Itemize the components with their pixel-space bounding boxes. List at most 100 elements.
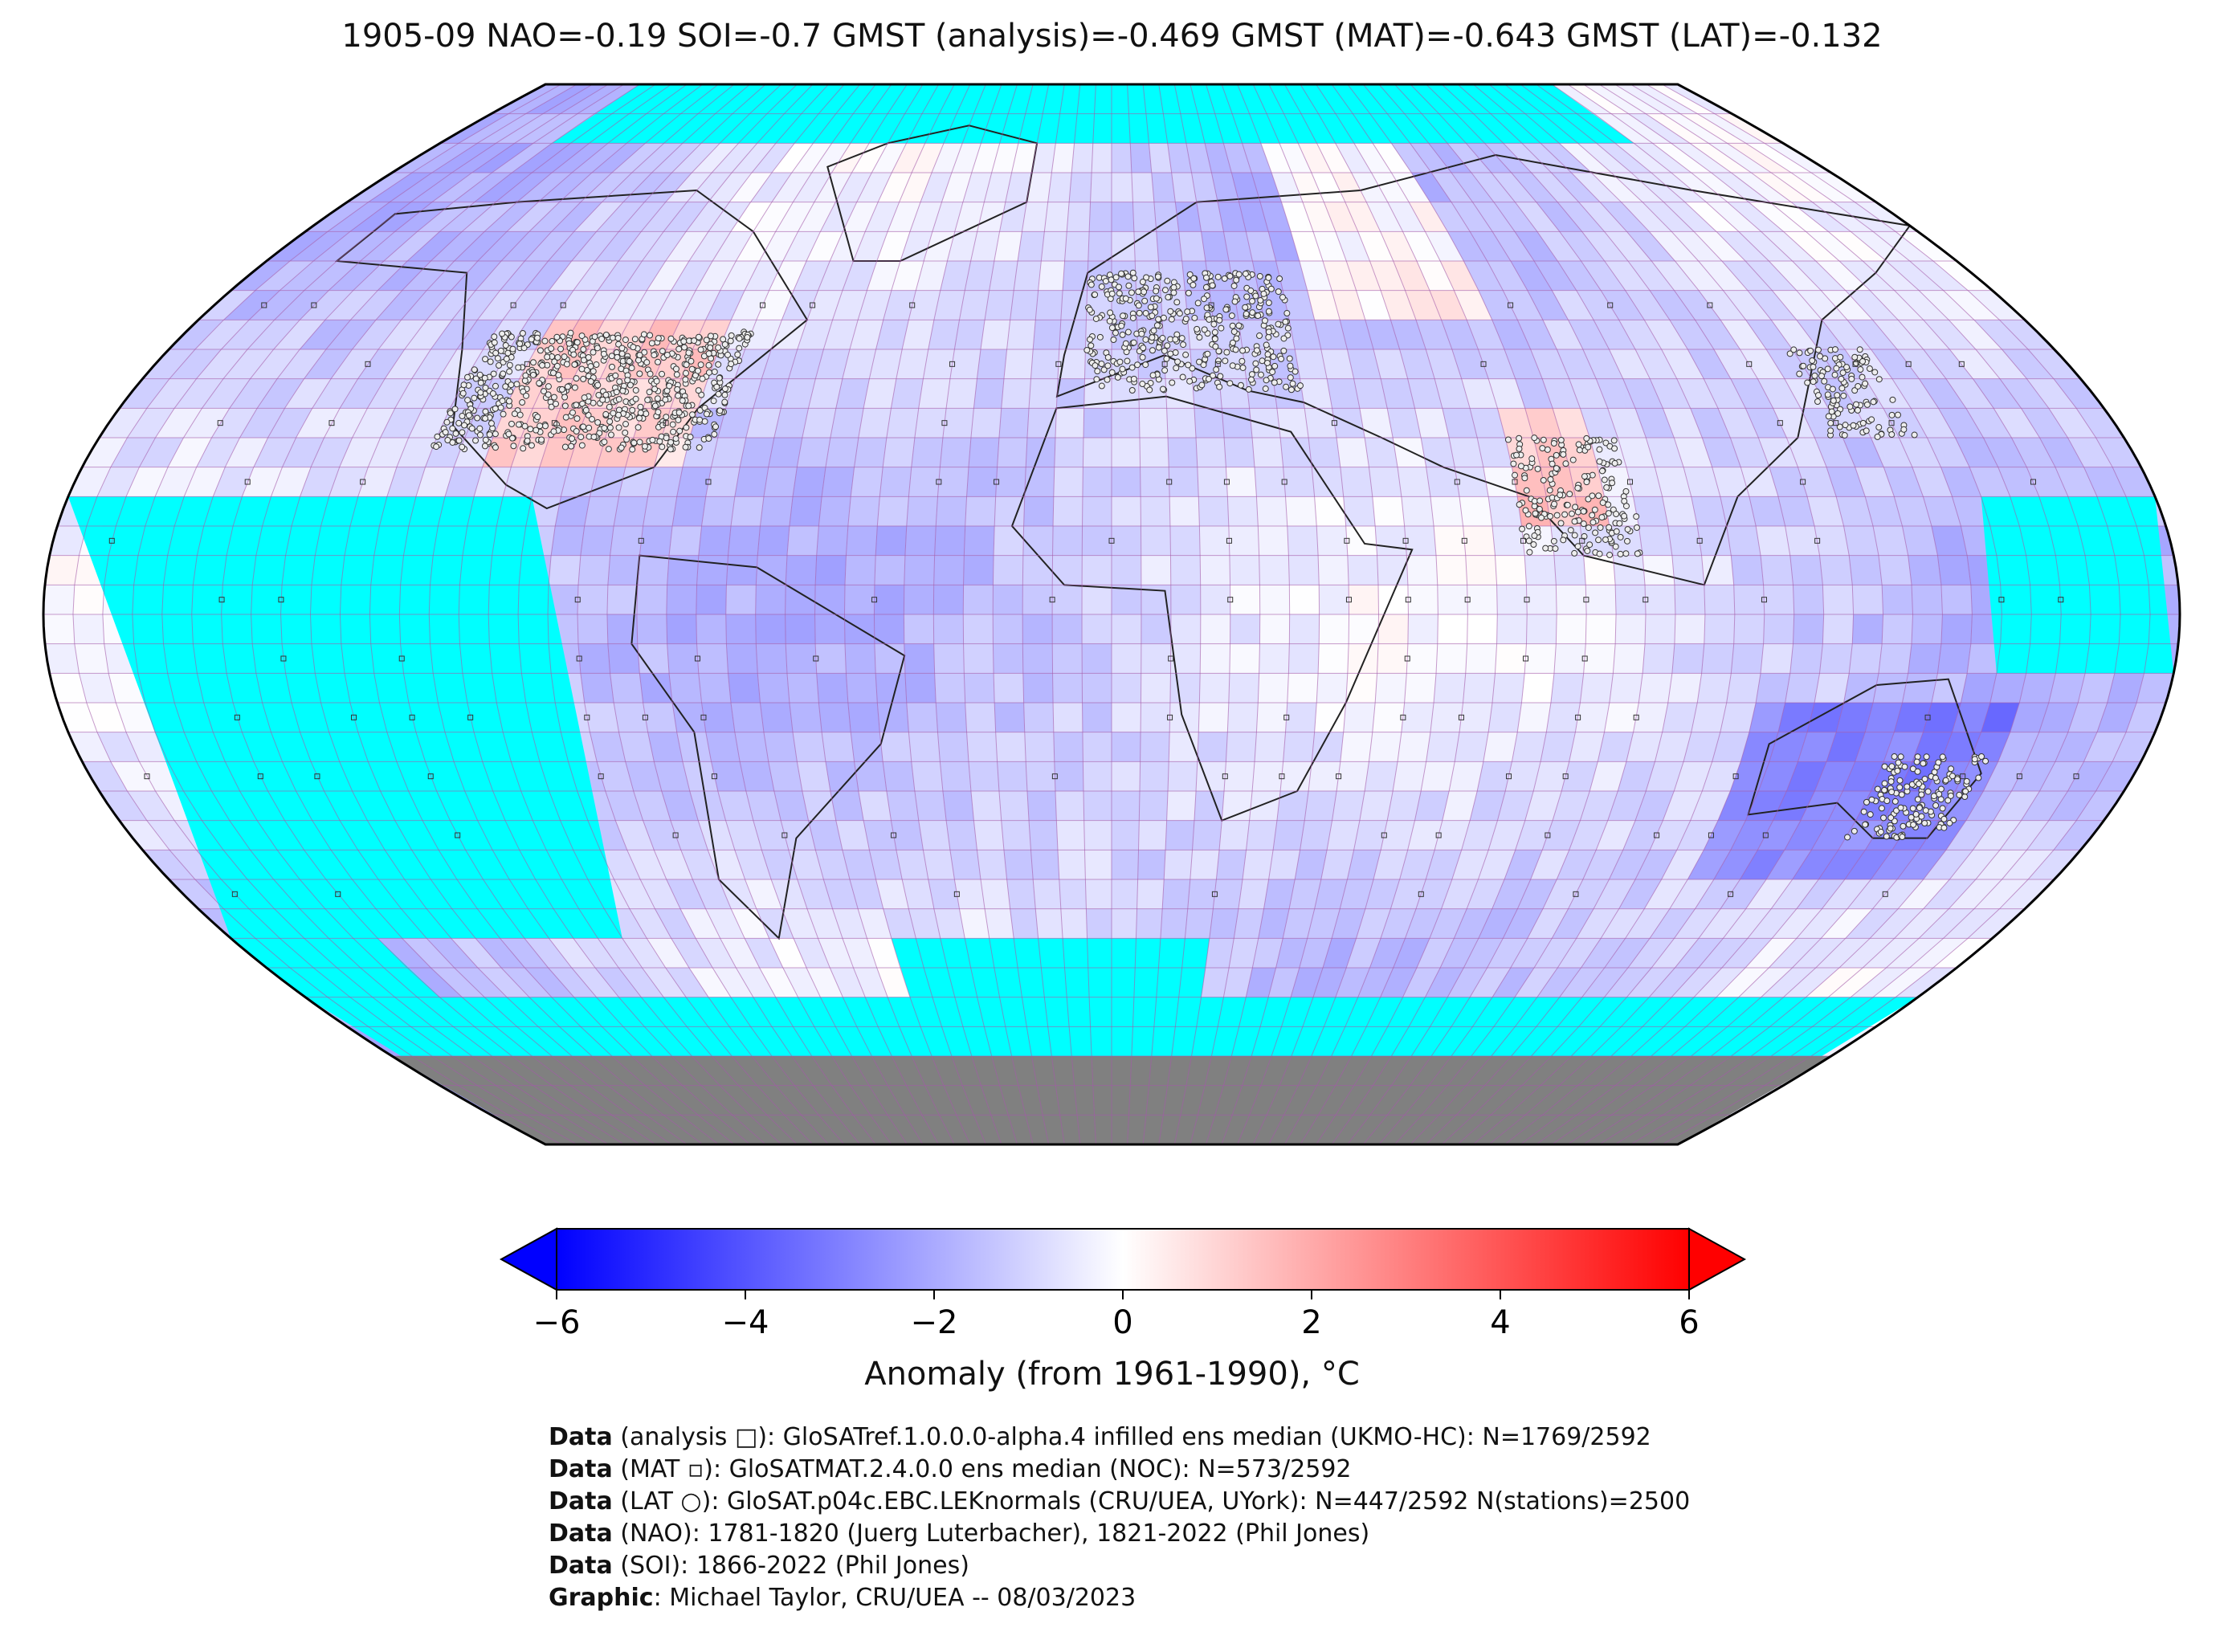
station-marker — [1154, 273, 1161, 280]
station-marker — [1182, 351, 1190, 358]
anomaly-cell — [875, 320, 909, 349]
anomaly-cell — [596, 202, 645, 232]
station-marker — [1160, 314, 1167, 321]
anomaly-cell — [954, 879, 985, 909]
ocean-cell-marker — [1222, 773, 1228, 780]
station-marker — [1104, 353, 1112, 361]
anomaly-cell — [791, 143, 832, 173]
anomaly-cell — [1447, 231, 1487, 261]
ocean-cell-marker — [871, 597, 878, 603]
graticule-meridian — [488, 84, 782, 1144]
anomaly-cell — [949, 349, 981, 379]
colorbar-gradient — [556, 1228, 1690, 1291]
station-marker — [1814, 398, 1822, 406]
anomaly-cell — [732, 143, 776, 173]
anomaly-cell — [57, 703, 97, 732]
anomaly-cell — [524, 968, 574, 997]
anomaly-cell — [1387, 791, 1422, 821]
station-marker — [1601, 476, 1608, 483]
anomaly-cell — [169, 320, 224, 349]
anomaly-cell — [360, 231, 418, 261]
station-marker — [490, 370, 497, 377]
station-marker — [697, 346, 704, 353]
anomaly-cell — [977, 349, 1007, 379]
anomaly-cell — [1314, 703, 1346, 732]
anomaly-cell — [1542, 320, 1583, 349]
anomaly-cell — [1436, 555, 1467, 585]
anomaly-cell — [1731, 555, 1764, 585]
anomaly-cell — [1416, 320, 1452, 349]
station-marker — [1591, 506, 1598, 513]
anomaly-cell — [830, 231, 866, 261]
station-marker — [1909, 765, 1916, 773]
anomaly-cell — [1675, 261, 1724, 291]
station-marker — [1118, 322, 1125, 329]
anomaly-cell — [1785, 673, 1820, 703]
anomaly-cell — [771, 173, 812, 202]
anomaly-cell — [1451, 173, 1494, 202]
anomaly-cell — [705, 908, 745, 939]
station-marker — [1853, 401, 1860, 408]
anomaly-cell — [968, 438, 999, 467]
anomaly-cell — [1401, 496, 1434, 526]
station-marker — [497, 404, 504, 411]
anomaly-cell — [1512, 732, 1547, 762]
station-marker — [1857, 366, 1864, 373]
anomaly-cell — [1332, 908, 1365, 939]
anomaly-cell — [851, 732, 883, 762]
ocean-cell-marker — [1336, 773, 1342, 780]
station-marker — [557, 345, 565, 353]
station-marker — [477, 389, 484, 396]
station-marker — [637, 403, 644, 410]
anomaly-cell — [904, 555, 935, 585]
anomaly-cell — [110, 761, 156, 791]
anomaly-cell — [1356, 908, 1391, 939]
station-marker — [1898, 791, 1905, 798]
anomaly-cell — [636, 614, 667, 644]
station-marker — [1214, 273, 1222, 280]
station-marker — [1104, 362, 1112, 369]
station-marker — [1854, 406, 1861, 414]
station-marker — [681, 344, 688, 351]
anomaly-cell — [963, 614, 994, 644]
anomaly-cell — [1902, 526, 1938, 556]
station-marker — [1168, 316, 1175, 323]
station-marker — [1821, 377, 1828, 385]
station-marker — [1124, 273, 1132, 280]
ocean-cell-marker — [953, 891, 960, 897]
anomaly-cell — [1697, 526, 1732, 556]
anomaly-cell — [444, 467, 483, 497]
anomaly-cell — [959, 290, 990, 320]
anomaly-cell — [349, 202, 411, 232]
anomaly-cell — [1615, 585, 1646, 614]
station-marker — [1216, 316, 1223, 324]
ocean-cell-marker — [1381, 832, 1387, 838]
anomaly-cell — [1504, 349, 1543, 379]
colorbar-ticks: −6 −4 −2 0 2 4 6 — [533, 1290, 1700, 1341]
ocean-cell-marker — [1888, 420, 1895, 426]
anomaly-cell — [1198, 703, 1229, 732]
anomaly-cell — [1165, 378, 1194, 409]
station-marker — [487, 358, 494, 365]
graticule-meridian — [339, 84, 704, 1144]
station-marker — [1544, 446, 1551, 453]
anomaly-cell — [993, 614, 1023, 644]
anomaly-cell — [1842, 438, 1884, 467]
anomaly-cell — [1209, 290, 1239, 320]
anomaly-cell — [1785, 526, 1820, 556]
anomaly-cell — [936, 496, 967, 526]
anomaly-cell — [1851, 968, 1910, 997]
anomaly-cell — [1085, 879, 1112, 909]
anomaly-cell — [584, 496, 619, 526]
station-marker — [675, 345, 683, 353]
anomaly-cell — [1756, 526, 1790, 556]
anomaly-cell — [1649, 231, 1699, 261]
station-marker — [637, 410, 644, 417]
anomaly-cell — [1175, 202, 1202, 232]
station-marker — [464, 397, 471, 404]
station-marker — [1859, 419, 1867, 426]
anomaly-cell — [368, 438, 409, 467]
anomaly-cell — [1053, 496, 1083, 526]
station-marker — [573, 402, 580, 409]
anomaly-cell — [985, 908, 1014, 939]
